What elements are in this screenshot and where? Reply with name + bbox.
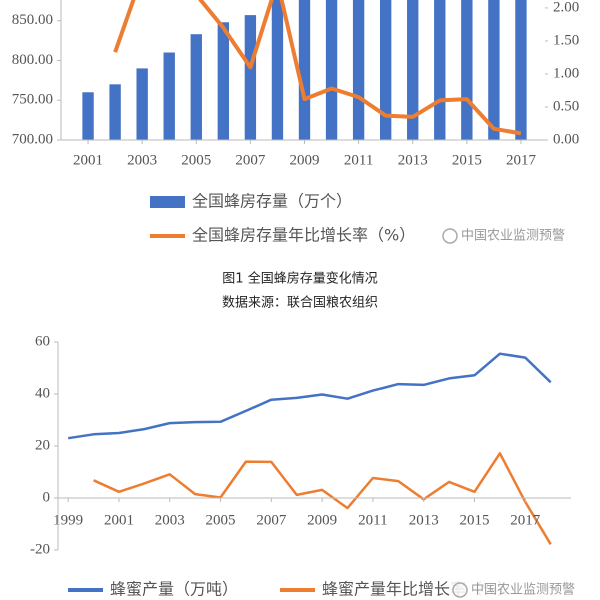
- watermark-icon: [452, 582, 468, 598]
- x-tick-label: 2017: [506, 152, 537, 168]
- watermark-icon: [442, 228, 458, 244]
- y-tick-label: 850.00: [12, 12, 53, 28]
- x-tick-label: 2005: [181, 152, 211, 168]
- line: [93, 452, 552, 545]
- x-tick-label: 2011: [358, 512, 387, 528]
- line: [113, 0, 522, 136]
- y-tick-label: 800.00: [12, 52, 53, 68]
- bar: [488, 0, 500, 140]
- bar: [434, 0, 446, 140]
- x-tick-label: 2015: [459, 512, 489, 528]
- source-caption: 数据来源：联合国粮农组织: [222, 296, 378, 311]
- legend-label: 全国蜂房存量（万个）: [192, 192, 352, 211]
- bar: [461, 0, 473, 140]
- plot: [82, 0, 527, 140]
- x-tick-label: 2009: [290, 152, 320, 168]
- x-tick-label: 2013: [409, 512, 439, 528]
- legend-label: 蜂蜜产量（万吨）: [110, 580, 238, 599]
- y-tick-label: 20: [35, 437, 50, 453]
- bar: [82, 92, 94, 140]
- bar: [217, 22, 230, 140]
- x-tick-label: 2009: [307, 512, 337, 528]
- x-tick-label: 2017: [510, 512, 541, 528]
- plot: [68, 352, 552, 545]
- y2-tick-label: 0.00: [553, 131, 579, 147]
- bar: [515, 0, 527, 140]
- bar: [298, 0, 311, 140]
- y2-tick-label: 1.00: [553, 65, 579, 81]
- bar: [163, 52, 175, 140]
- x-tick-label: 2001: [73, 152, 103, 168]
- y-tick-label: 60: [35, 333, 50, 349]
- y-tick-label: 750.00: [12, 92, 53, 108]
- bar: [244, 15, 257, 140]
- x-tick-label: 2005: [206, 512, 236, 528]
- x-tick-label: 2015: [452, 152, 482, 168]
- bar: [407, 0, 419, 140]
- bar: [271, 0, 284, 140]
- bar: [352, 0, 365, 140]
- x-tick-label: 2003: [127, 152, 157, 168]
- bar: [136, 68, 148, 140]
- y2-tick-label: 0.50: [553, 98, 579, 114]
- x-tick-label: 2011: [344, 152, 373, 168]
- y2-tick-label: 1.50: [553, 32, 579, 48]
- x-tick-label: 2013: [398, 152, 428, 168]
- x-tick-label: 1999: [53, 512, 83, 528]
- legend-swatch: [150, 196, 185, 208]
- x-tick-label: 2003: [155, 512, 185, 528]
- bar: [109, 84, 121, 140]
- y-tick-label: 40: [35, 385, 50, 401]
- y-tick-label: 0: [43, 489, 51, 505]
- y-tick-label: -20: [30, 541, 50, 557]
- watermark: 中国农业监测预警: [461, 228, 565, 244]
- x-tick-label: 2001: [104, 512, 134, 528]
- line: [68, 352, 552, 440]
- bar: [325, 0, 338, 140]
- y2-tick-label: 2.00: [553, 0, 579, 15]
- bar: [379, 0, 392, 140]
- figure-caption: 图1 全国蜂房存量变化情况: [222, 271, 377, 287]
- legend-label: 全国蜂房存量年比增长率（%）: [192, 226, 415, 245]
- bar: [190, 34, 202, 140]
- watermark-bg: [440, 226, 580, 246]
- x-tick-label: 2007: [256, 512, 287, 528]
- y-tick-label: 700.00: [12, 131, 53, 147]
- x-tick-label: 2007: [235, 152, 266, 168]
- watermark-bg: [450, 580, 590, 600]
- watermark: 中国农业监测预警: [471, 582, 575, 598]
